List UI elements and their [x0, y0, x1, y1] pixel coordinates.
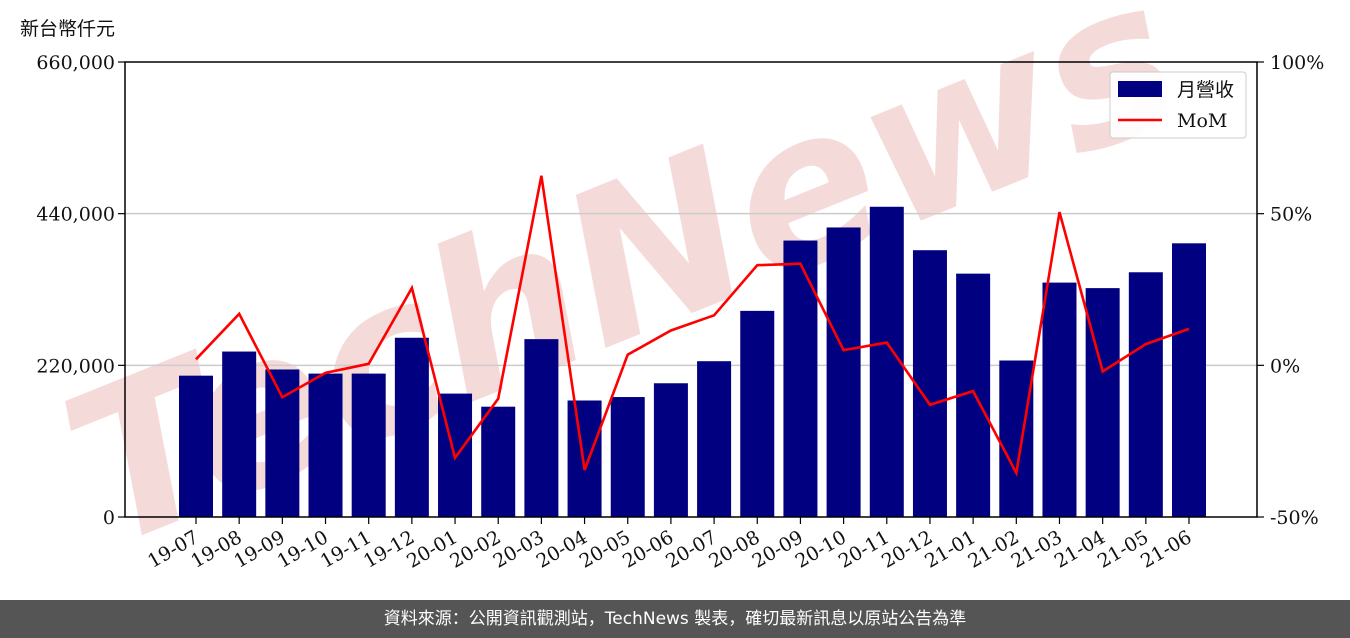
plot-frame	[124, 61, 1258, 518]
footer-source-bar: 資料來源：公開資訊觀測站，TechNews 製表，確切最新訊息以原站公告為準	[0, 600, 1350, 638]
bar-20-11	[869, 206, 904, 518]
bar-19-12	[394, 337, 429, 517]
right-tick-label: 50%	[1270, 204, 1312, 226]
bar-21-05	[1128, 272, 1163, 517]
left-tick-label: 0	[103, 507, 115, 529]
bar-series	[179, 206, 1206, 518]
legend-label-mom: MoM	[1177, 110, 1227, 132]
bar-20-10	[826, 227, 861, 518]
y-axis-unit-label: 新台幣仟元	[20, 18, 116, 40]
bar-20-05	[610, 397, 645, 517]
bar-19-10	[308, 373, 343, 517]
legend-label-revenue: 月營收	[1177, 79, 1234, 101]
x-tick-label-21-06: 21-06	[1137, 526, 1195, 572]
legend: 月營收 MoM	[1109, 71, 1247, 139]
left-tick-label: 440,000	[36, 204, 115, 226]
bar-19-09	[265, 369, 300, 517]
bar-19-07	[179, 375, 213, 517]
bar-20-06	[653, 383, 688, 517]
bar-20-07	[697, 361, 732, 517]
bar-20-08	[740, 310, 775, 517]
bar-20-03	[524, 339, 559, 517]
right-tick-label: 100%	[1270, 52, 1324, 74]
bar-21-03	[1042, 282, 1077, 517]
bar-20-09	[783, 240, 818, 517]
left-tick-label: 660,000	[36, 52, 115, 74]
left-tick-label: 220,000	[36, 355, 115, 377]
bar-20-12	[912, 250, 947, 518]
bar-20-02	[481, 406, 516, 517]
bar-20-04	[567, 400, 602, 517]
right-tick-label: 0%	[1270, 355, 1300, 377]
bar-21-02	[999, 360, 1034, 517]
revenue-chart: TechNews 0220,000440,000660,000-50%0%50%…	[35, 0, 1325, 595]
mom-line	[195, 175, 1190, 478]
bar-21-06	[1172, 243, 1206, 517]
bar-19-08	[222, 351, 257, 517]
bar-19-11	[351, 373, 386, 517]
legend-swatch-bar	[1118, 81, 1162, 97]
line-series	[195, 175, 1190, 478]
right-tick-label: -50%	[1270, 507, 1319, 529]
